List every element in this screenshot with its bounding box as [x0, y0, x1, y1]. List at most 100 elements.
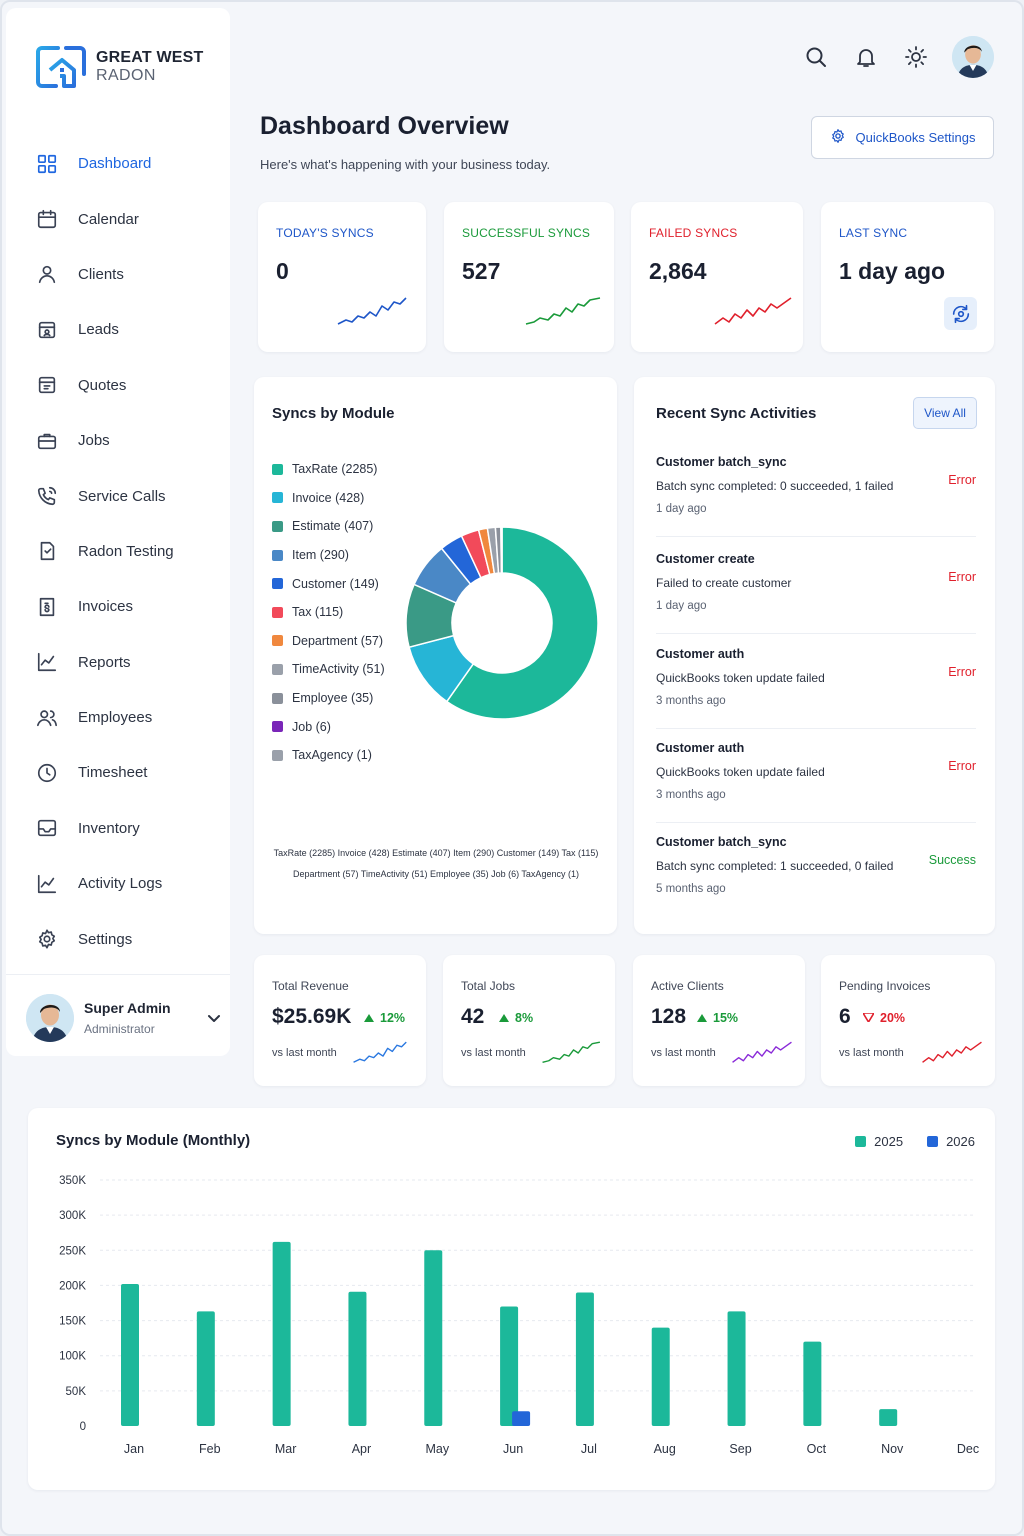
legend-swatch	[272, 663, 283, 675]
chevron-down-icon[interactable]	[206, 1010, 222, 1031]
sidebar-item-label: Timesheet	[78, 764, 148, 782]
sidebar-item-employees[interactable]: Employees	[6, 690, 230, 745]
legend-item-2026[interactable]: 2026	[927, 1134, 975, 1149]
kpi-comparison: vs last month	[272, 1047, 337, 1059]
kpi-change: 15%	[697, 1011, 738, 1025]
sidebar-item-timesheet[interactable]: Timesheet	[6, 745, 230, 800]
activity-item[interactable]: Customer create Failed to create customer…	[656, 552, 976, 612]
quickbooks-settings-button[interactable]: QuickBooks Settings	[811, 116, 994, 159]
activity-item[interactable]: Customer batch_sync Batch sync completed:…	[656, 455, 976, 515]
module-legend-item[interactable]: TaxAgency (1)	[272, 741, 385, 770]
activity-description: Batch sync completed: 0 succeeded, 1 fai…	[656, 479, 894, 493]
sidebar-item-reports[interactable]: Reports	[6, 635, 230, 690]
legend-item-2025[interactable]: 2025	[855, 1134, 903, 1149]
module-bottom-legend-line1: TaxRate (2285) Invoice (428) Estimate (4…	[273, 848, 599, 858]
x-tick-label: Jan	[124, 1442, 144, 1456]
x-tick-label: Nov	[881, 1442, 904, 1456]
bar-2025-jun[interactable]	[500, 1306, 519, 1426]
brand-logo[interactable]: GREAT WEST RADON	[36, 44, 203, 90]
bar-2025-aug[interactable]	[651, 1327, 670, 1426]
sidebar-item-service-calls[interactable]: Service Calls	[6, 468, 230, 523]
clock-icon	[36, 762, 58, 784]
search-icon[interactable]	[802, 43, 830, 71]
kpi-label: Total Revenue	[272, 979, 349, 993]
sidebar-item-quotes[interactable]: Quotes	[6, 358, 230, 413]
bar-2025-nov[interactable]	[879, 1409, 898, 1426]
activity-time: 1 day ago	[656, 600, 707, 612]
sparkline	[542, 1041, 601, 1063]
bar-2025-mar[interactable]	[272, 1241, 291, 1426]
activity-title: Customer auth	[656, 741, 745, 755]
activity-item[interactable]: Customer batch_sync Batch sync completed:…	[656, 835, 976, 895]
sidebar-item-invoices[interactable]: Invoices	[6, 579, 230, 634]
module-legend-item[interactable]: TimeActivity (51)	[272, 655, 385, 684]
user-menu[interactable]: Super Admin Administrator	[26, 992, 222, 1044]
view-all-button[interactable]: View All	[913, 397, 977, 429]
activity-divider	[656, 633, 976, 634]
module-legend-item[interactable]: TaxRate (2285)	[272, 455, 385, 484]
stat-label: FAILED SYNCS	[649, 226, 738, 240]
kpi-label: Total Jobs	[461, 979, 516, 993]
kpi-value: 42	[461, 1005, 485, 1028]
sidebar-item-settings[interactable]: Settings	[6, 911, 230, 966]
sidebar: GREAT WEST RADON Dashboard Calendar Client…	[6, 8, 230, 1056]
sidebar-item-label: Settings	[78, 930, 133, 948]
y-tick-label: 250K	[59, 1245, 86, 1257]
sidebar-item-clients[interactable]: Clients	[6, 247, 230, 302]
bar-2026-jun[interactable]	[512, 1411, 531, 1426]
stat-label: LAST SYNC	[839, 226, 908, 240]
y-tick-label: 350K	[59, 1175, 86, 1187]
sidebar-item-activity-logs[interactable]: Activity Logs	[6, 856, 230, 911]
page-title: Dashboard Overview	[260, 112, 509, 140]
bar-2025-jul[interactable]	[575, 1292, 594, 1426]
bar-2025-sep[interactable]	[727, 1311, 746, 1426]
module-legend-item[interactable]: Department (57)	[272, 627, 385, 656]
module-legend-item[interactable]: Job (6)	[272, 712, 385, 741]
kpi-label: Pending Invoices	[839, 979, 931, 993]
brand-line2: RADON	[96, 67, 156, 84]
refresh-icon[interactable]	[944, 297, 977, 330]
sidebar-item-label: Employees	[78, 709, 153, 727]
module-legend-label: Job (6)	[292, 719, 331, 734]
donut-slice-taxrate[interactable]	[445, 526, 599, 720]
bar-2025-oct[interactable]	[803, 1341, 822, 1426]
bar-2025-feb[interactable]	[196, 1311, 215, 1426]
legend-swatch	[272, 635, 283, 647]
leads-icon	[36, 319, 58, 341]
legend-swatch	[272, 492, 283, 504]
bar-2025-may[interactable]	[424, 1250, 443, 1426]
bar-2025-apr[interactable]	[348, 1291, 367, 1426]
kpi-card-pending-invoices: Pending Invoices 6 20% vs last month	[821, 955, 995, 1086]
bell-icon[interactable]	[852, 43, 880, 71]
x-tick-label: Oct	[807, 1442, 827, 1456]
sidebar-item-inventory[interactable]: Inventory	[6, 801, 230, 856]
phone-icon	[36, 485, 58, 507]
legend-swatch-2025	[855, 1136, 867, 1147]
module-legend-item[interactable]: Employee (35)	[272, 684, 385, 713]
sidebar-item-label: Reports	[78, 653, 131, 671]
kpi-change-value: 15%	[713, 1011, 739, 1025]
top-bar-actions	[802, 36, 994, 78]
sidebar-item-jobs[interactable]: Jobs	[6, 413, 230, 468]
module-legend-item[interactable]: Customer (149)	[272, 569, 385, 598]
sidebar-item-calendar[interactable]: Calendar	[6, 191, 230, 246]
sparkline	[714, 297, 792, 325]
sidebar-item-label: Calendar	[78, 210, 139, 228]
module-donut-chart	[405, 526, 599, 720]
sidebar-item-dashboard[interactable]: Dashboard	[6, 136, 230, 191]
activity-item[interactable]: Customer auth QuickBooks token update fai…	[656, 647, 976, 707]
stat-label: SUCCESSFUL SYNCS	[462, 226, 591, 240]
sidebar-item-label: Clients	[78, 265, 124, 283]
module-legend-item[interactable]: Tax (115)	[272, 598, 385, 627]
sun-icon[interactable]	[902, 43, 930, 71]
sidebar-item-leads[interactable]: Leads	[6, 302, 230, 357]
sidebar-item-radon-testing[interactable]: Radon Testing	[6, 524, 230, 579]
profile-avatar[interactable]	[952, 36, 994, 78]
module-legend-item[interactable]: Item (290)	[272, 541, 385, 570]
module-legend-item[interactable]: Estimate (407)	[272, 512, 385, 541]
bar-2025-jan[interactable]	[121, 1284, 139, 1426]
activity-item[interactable]: Customer auth QuickBooks token update fai…	[656, 741, 976, 801]
y-tick-label: 150K	[59, 1316, 86, 1328]
module-legend-item[interactable]: Invoice (428)	[272, 484, 385, 513]
test-icon	[36, 540, 58, 562]
